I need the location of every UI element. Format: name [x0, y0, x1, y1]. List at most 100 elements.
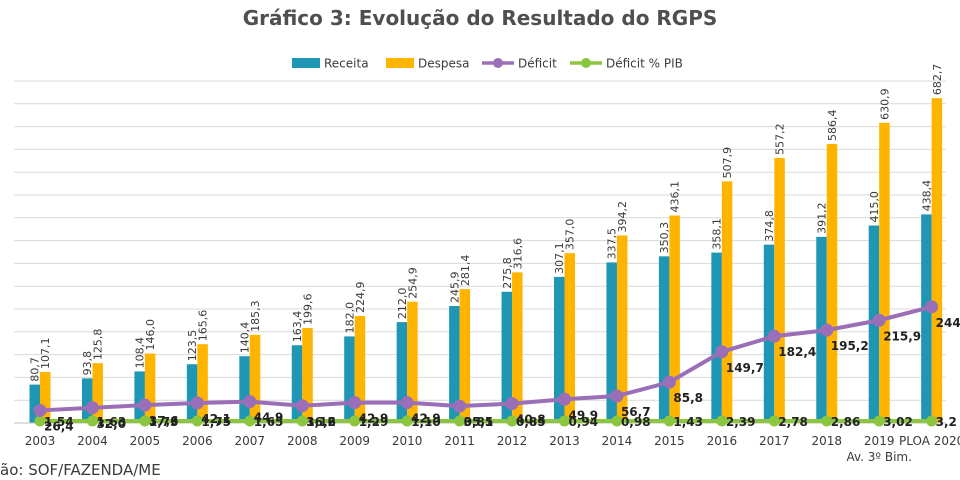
x-tick-label: 2003: [25, 434, 56, 448]
point-deficit-pib: [926, 415, 938, 427]
data-label-deficit: 36,2: [306, 415, 336, 429]
bar-receita: [658, 256, 670, 423]
data-label-deficit-pib: 1,43: [673, 415, 703, 429]
x-tick-label: 2008: [287, 434, 318, 448]
data-label-receita: 212,0: [396, 288, 409, 320]
bar-receita: [29, 384, 40, 423]
data-label-deficit: 195,2: [831, 339, 869, 353]
bar-receita: [606, 262, 617, 423]
data-label-despesa: 394,2: [616, 201, 629, 233]
x-tick-label: 2018: [811, 434, 842, 448]
legend-label-deficit-pib: Déficit % PIB: [606, 57, 683, 71]
x-tick-label: 2004: [77, 434, 108, 448]
data-label-deficit-pib: 1,63: [96, 415, 126, 429]
bar-receita: [396, 322, 408, 423]
point-deficit: [295, 399, 309, 413]
bar-despesa: [721, 181, 733, 423]
data-label-deficit-pib: 0,98: [621, 415, 651, 429]
data-label-deficit-pib: 1,10: [411, 415, 441, 429]
point-deficit-pib: [716, 415, 728, 427]
data-label-deficit-pib: 1,73: [149, 415, 179, 429]
point-deficit-pib: [34, 415, 46, 427]
point-deficit: [453, 399, 467, 413]
data-label-deficit: 215,9: [883, 329, 921, 343]
x-tick-label: 2019: [864, 434, 895, 448]
point-deficit-pib: [821, 415, 833, 427]
x-tick-label: 2011: [444, 434, 475, 448]
bar-receita: [134, 371, 145, 423]
legend-label-receita: Receita: [324, 57, 369, 71]
x-tick-label: 2013: [549, 434, 580, 448]
data-label-despesa: 507,9: [721, 147, 734, 179]
bar-despesa: [879, 122, 890, 423]
data-label-deficit-pib: 3,02: [883, 415, 913, 429]
data-label-deficit: 182,4: [778, 345, 816, 359]
bar-despesa: [512, 272, 523, 423]
bar-receita: [449, 306, 460, 423]
data-label-deficit: 85,8: [673, 391, 703, 405]
data-label-despesa: 185,3: [249, 300, 262, 332]
data-label-receita: 108,4: [134, 337, 147, 369]
data-label-deficit: 49,9: [569, 408, 599, 422]
data-label-receita: 140,4: [239, 322, 252, 354]
data-label-receita: 163,4: [291, 311, 304, 343]
data-label-deficit-pib: 0,85: [516, 415, 546, 429]
data-label-receita: 245,9: [448, 272, 461, 304]
data-label-receita: 93,8: [81, 351, 94, 376]
data-label-deficit: 26,4: [44, 419, 74, 433]
data-label-despesa: 557,2: [774, 123, 787, 155]
x-tick-label: 2012: [497, 434, 528, 448]
data-label-receita: 438,4: [920, 180, 933, 212]
point-deficit-pib: [454, 415, 466, 427]
point-deficit-pib: [191, 415, 203, 427]
point-deficit-pib: [663, 415, 675, 427]
bar-despesa: [144, 353, 156, 423]
bar-despesa: [40, 372, 51, 423]
bar-receita: [501, 291, 513, 423]
bar-receita: [554, 276, 565, 423]
data-label-despesa: 146,0: [144, 319, 157, 351]
point-deficit: [558, 392, 571, 406]
x-tick-label: 2005: [130, 434, 161, 448]
data-label-deficit-pib: 0,94: [569, 415, 599, 429]
data-label-despesa: 281,4: [459, 255, 472, 287]
data-label-despesa: 316,6: [511, 238, 524, 270]
data-label-receita: 307,1: [553, 242, 566, 274]
bar-receita: [186, 364, 198, 423]
point-deficit-pib: [559, 415, 570, 427]
data-label-deficit-pib: 0,81: [464, 415, 494, 429]
x-tick-label: 2015: [654, 434, 685, 448]
point-deficit: [610, 389, 624, 403]
bar-receita: [291, 345, 303, 423]
data-label-despesa: 125,8: [92, 329, 105, 361]
data-label-receita: 80,7: [29, 357, 42, 382]
data-label-deficit-pib: 1,75: [201, 415, 231, 429]
x-tick-label: 2006: [182, 434, 213, 448]
point-deficit-pib: [244, 415, 256, 427]
point-deficit: [715, 345, 729, 359]
bar-despesa: [669, 215, 680, 423]
data-label-despesa: 436,1: [669, 181, 682, 213]
legend-swatch-deficit-marker: [493, 58, 503, 68]
data-label-despesa: 224,9: [354, 281, 367, 313]
data-label-deficit-pib: 2,86: [831, 415, 861, 429]
bar-despesa: [354, 315, 366, 423]
data-label-deficit: 37,6: [149, 414, 179, 428]
bar-receita: [344, 336, 355, 423]
bar-despesa: [826, 143, 838, 423]
x-tick-label: 2010: [392, 434, 423, 448]
data-label-deficit: 42,1: [201, 412, 231, 426]
point-deficit: [85, 401, 99, 415]
point-deficit: [138, 398, 152, 412]
bar-despesa: [564, 253, 575, 423]
point-deficit-pib: [349, 415, 361, 427]
point-deficit: [400, 396, 414, 410]
bar-receita: [81, 378, 93, 423]
bar-despesa: [616, 235, 628, 423]
point-deficit: [820, 323, 834, 337]
data-label-deficit-pib: 1,29: [359, 415, 389, 429]
x-tick-label: 2014: [602, 434, 633, 448]
chart-title: Gráfico 3: Evolução do Resultado do RGPS: [242, 6, 718, 30]
data-label-despesa: 107,1: [39, 338, 52, 370]
